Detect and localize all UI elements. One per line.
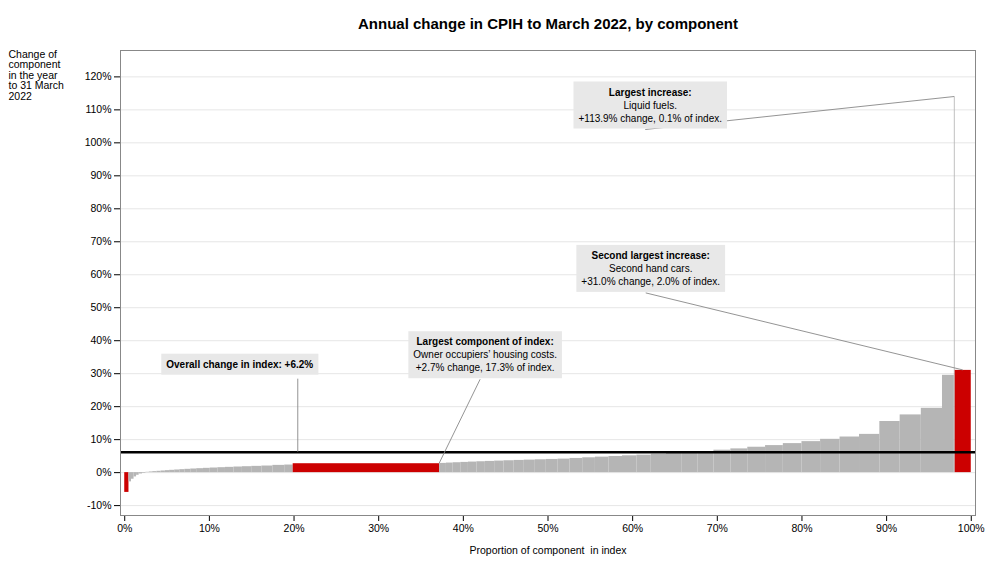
svg-text:110%: 110% — [85, 103, 111, 115]
svg-text:40%: 40% — [453, 522, 474, 534]
svg-text:40%: 40% — [90, 334, 111, 346]
svg-text:Largest component of index:Own: Largest component of index:Owner occupie… — [413, 336, 557, 373]
svg-text:0%: 0% — [96, 466, 111, 478]
svg-text:Proportion of component in in: Proportion of component in index — [469, 544, 627, 556]
svg-text:90%: 90% — [876, 522, 897, 534]
svg-text:Change ofcomponentin the yeart: Change ofcomponentin the yearto 31 March… — [9, 48, 65, 102]
svg-text:120%: 120% — [85, 70, 112, 82]
svg-text:10%: 10% — [90, 433, 111, 445]
svg-text:0%: 0% — [117, 522, 132, 534]
svg-text:80%: 80% — [791, 522, 812, 534]
svg-text:Overall change in index: +6.2%: Overall change in index: +6.2% — [166, 359, 313, 370]
svg-text:70%: 70% — [90, 235, 111, 247]
svg-text:Annual change in CPIH to March: Annual change in CPIH to March 2022, by … — [358, 15, 738, 32]
svg-text:50%: 50% — [537, 522, 558, 534]
svg-text:10%: 10% — [199, 522, 220, 534]
svg-text:30%: 30% — [368, 522, 389, 534]
svg-text:100%: 100% — [958, 522, 985, 534]
svg-text:80%: 80% — [90, 202, 111, 214]
svg-text:50%: 50% — [90, 301, 111, 313]
svg-text:Largest increase:Liquid fuels.: Largest increase:Liquid fuels.+113.9% ch… — [578, 87, 722, 124]
svg-text:60%: 60% — [90, 268, 111, 280]
svg-text:20%: 20% — [284, 522, 305, 534]
svg-text:60%: 60% — [622, 522, 643, 534]
svg-text:Second largest increase:Second: Second largest increase:Second hand cars… — [581, 250, 720, 287]
svg-text:20%: 20% — [90, 400, 111, 412]
svg-text:100%: 100% — [85, 136, 112, 148]
svg-text:30%: 30% — [90, 367, 111, 379]
svg-text:-10%: -10% — [87, 499, 112, 511]
svg-text:90%: 90% — [90, 169, 111, 181]
svg-text:70%: 70% — [707, 522, 728, 534]
